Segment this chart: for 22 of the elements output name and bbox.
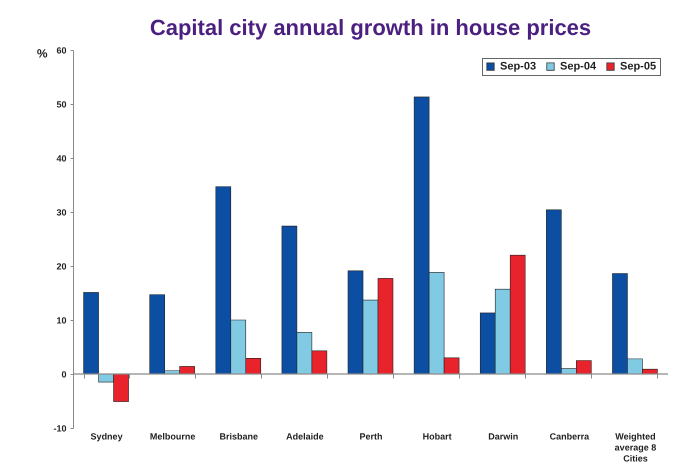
legend-label: Sep-03 xyxy=(500,60,536,73)
y-tick-label: 50 xyxy=(56,100,66,110)
x-tick-label: Melbourne xyxy=(150,432,196,442)
x-tick-label: Hobart xyxy=(422,432,452,442)
x-tick-label: Adelaide xyxy=(286,432,324,442)
legend-label: Sep-05 xyxy=(620,60,656,73)
y-tick-label: -10 xyxy=(53,424,66,434)
x-tick-label: Perth xyxy=(359,432,383,442)
y-tick-label: 20 xyxy=(56,262,66,272)
y-tick-label: 0 xyxy=(61,370,66,380)
legend-label: Sep-04 xyxy=(560,60,597,73)
x-tick-label: Sydney xyxy=(90,432,123,442)
chart-title: Capital city annual growth in house prices xyxy=(150,15,592,40)
y-tick-label: 10 xyxy=(56,316,66,326)
x-tick-label: Canberra xyxy=(550,432,590,442)
y-tick-label: 60 xyxy=(56,46,66,56)
x-tick-label: Darwin xyxy=(488,432,518,442)
y-axis-title: % xyxy=(36,46,48,60)
x-tick-label: Brisbane xyxy=(220,432,258,442)
y-tick-label: 30 xyxy=(56,208,66,218)
x-tick-label: Weighted average 8 Cities xyxy=(614,432,656,464)
y-tick-label: 40 xyxy=(56,154,66,164)
